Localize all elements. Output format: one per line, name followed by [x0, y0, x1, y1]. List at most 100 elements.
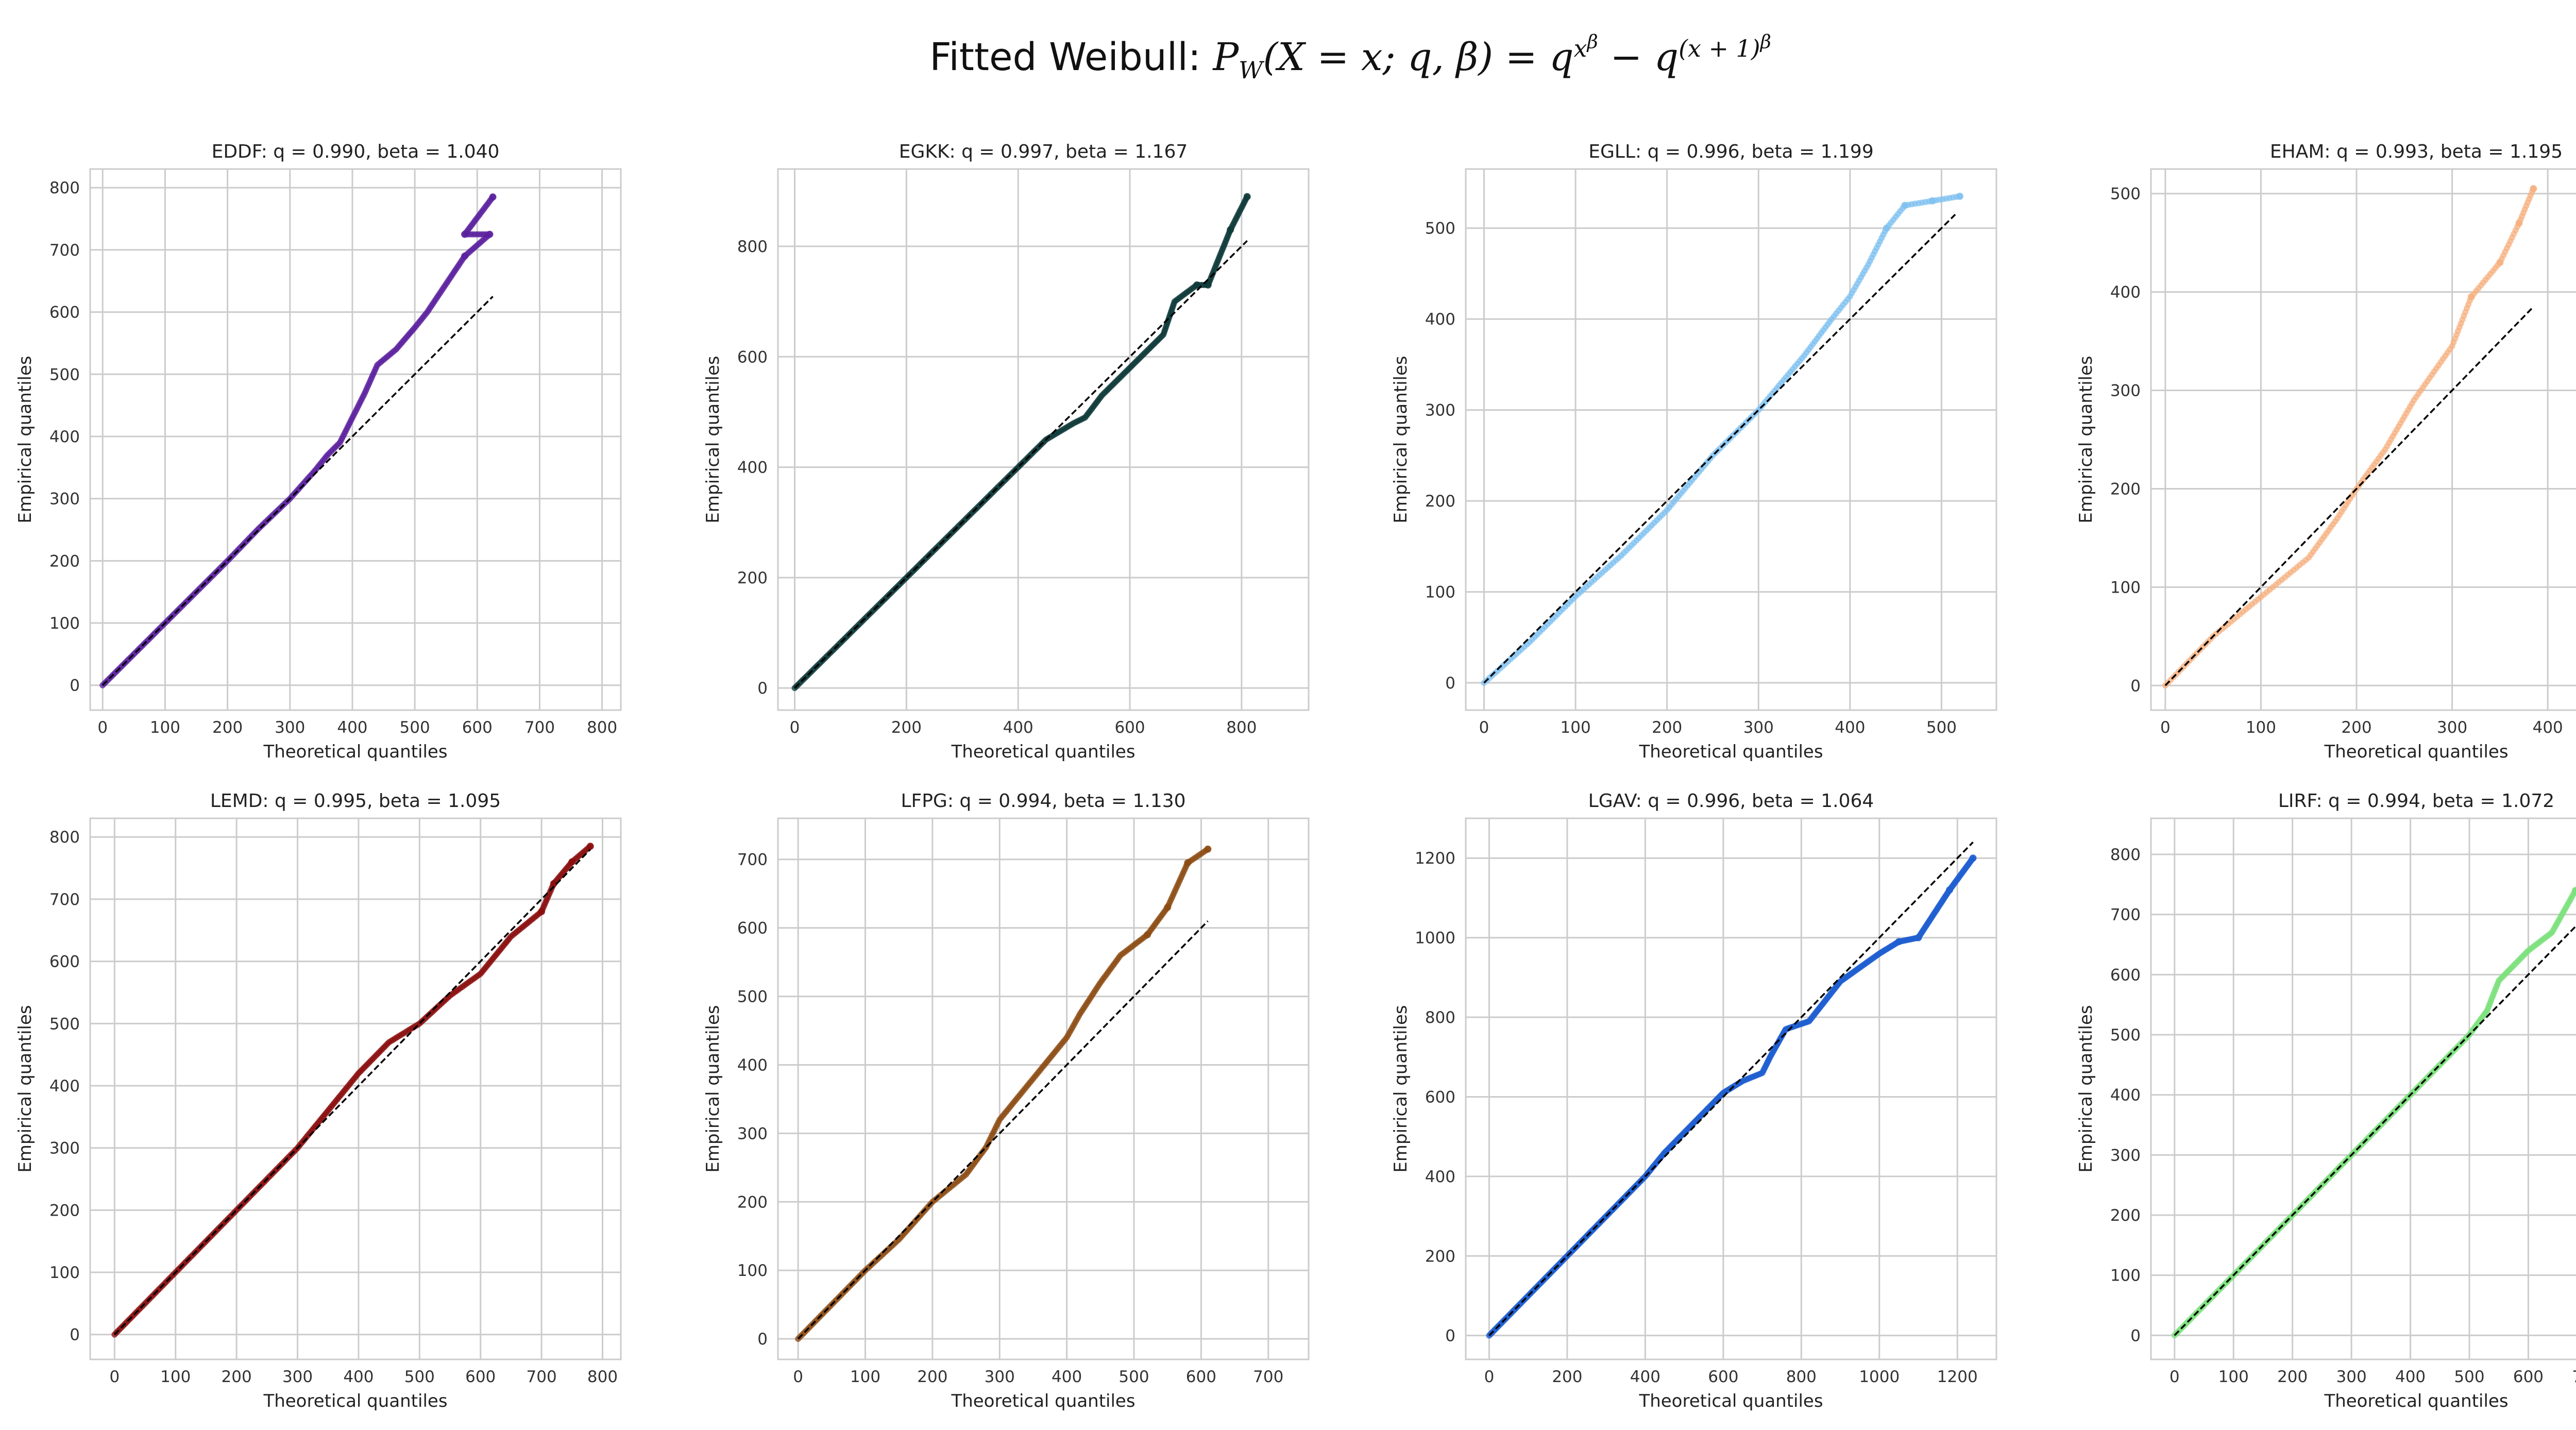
x-tick-label: 0	[1479, 718, 1489, 737]
panel-3: 01002003004005000100200300400500EHAM: q …	[2076, 141, 2576, 762]
data-point	[461, 230, 469, 238]
y-tick-label: 300	[1425, 401, 1455, 420]
x-axis-label: Theoretical quantiles	[1638, 742, 1823, 762]
data-point	[1204, 281, 1212, 289]
panel-6: 0 200 400 600 800 1000 1200 0 200 400 600 800 1000 12…	[1391, 790, 1997, 1411]
y-tick-label: 600	[2110, 966, 2141, 984]
x-tick-label: 700	[527, 1368, 557, 1386]
x-tick-label: 300	[275, 718, 305, 737]
scatter-points	[2171, 887, 2576, 1339]
x-tick-label: 0	[2170, 1368, 2180, 1386]
x-tick-label: 200	[1652, 718, 1682, 737]
y-tick-label: 100	[2110, 578, 2141, 597]
y-tick-label: 100	[737, 1261, 768, 1280]
x-tick-label: 100	[160, 1368, 191, 1386]
y-tick-label: 1000	[1415, 929, 1455, 948]
panel-title: LIRF: q = 0.994, beta = 1.072	[2278, 790, 2554, 812]
x-axis-label: Theoretical quantiles	[2324, 742, 2508, 762]
data-point	[1946, 886, 1954, 894]
y-tick-label: 500	[737, 988, 768, 1006]
data-point	[2515, 220, 2523, 227]
x-tick-label: 800	[587, 1368, 618, 1386]
data-point	[1227, 226, 1234, 233]
panel-title: EGLL: q = 0.996, beta = 1.199	[1588, 141, 1873, 162]
y-tick-label: 100	[49, 1264, 80, 1282]
y-tick-label: 300	[49, 490, 80, 509]
y-tick-label: 800	[1425, 1008, 1455, 1027]
y-axis-label: Empirical quantiles	[2076, 356, 2096, 523]
x-tick-label: 100	[850, 1368, 880, 1386]
x-tick-label: 400	[337, 718, 367, 737]
y-tick-label: 200	[1425, 492, 1455, 511]
y-tick-label: 200	[737, 569, 768, 587]
y-tick-label: 0	[2130, 677, 2141, 695]
x-tick-label: 400	[1003, 718, 1033, 737]
data-point	[1204, 845, 1212, 853]
reference-line	[114, 849, 591, 1335]
y-tick-label: 400	[2110, 1086, 2141, 1105]
panel-title: EGKK: q = 0.997, beta = 1.167	[899, 141, 1188, 162]
x-tick-label: 200	[1552, 1368, 1582, 1386]
y-tick-label: 700	[49, 890, 80, 909]
panel-title: EDDF: q = 0.990, beta = 1.040	[212, 141, 500, 162]
y-tick-label: 700	[49, 241, 80, 260]
plot-frame	[777, 817, 1310, 1360]
x-tick-label: 200	[222, 1368, 252, 1386]
data-point	[1895, 938, 1903, 946]
x-tick-label: 500	[1926, 718, 1957, 737]
y-tick-label: 600	[737, 348, 768, 366]
x-tick-label: 400	[1630, 1368, 1660, 1386]
data-point	[1969, 854, 1977, 862]
x-tick-label: 500	[400, 718, 430, 737]
y-axis-label: Empirical quantiles	[15, 356, 36, 523]
x-tick-label: 1000	[1859, 1368, 1900, 1386]
data-point	[1164, 903, 1172, 911]
y-axis-label: Empirical quantiles	[703, 1005, 723, 1172]
data-point	[489, 193, 497, 201]
x-tick-label: 600	[465, 1368, 496, 1386]
data-point	[2572, 887, 2576, 894]
x-tick-label: 500	[404, 1368, 435, 1386]
panel-5: 0 100 200 300 400 500 600 700 0 100 200 300 400 500 60…	[703, 790, 1310, 1411]
panel-title: LFPG: q = 0.994, beta = 1.130	[901, 790, 1185, 812]
reference-line	[2174, 924, 2576, 1336]
y-tick-label: 400	[737, 459, 768, 477]
x-tick-label: 200	[2341, 718, 2371, 737]
x-axis-label: Theoretical quantiles	[263, 742, 447, 762]
x-tick-label: 400	[2533, 718, 2563, 737]
x-tick-label: 300	[282, 1368, 313, 1386]
reference-line	[2164, 306, 2534, 686]
x-tick-label: 800	[587, 718, 617, 737]
y-tick-label: 600	[49, 304, 80, 322]
x-tick-label: 200	[917, 1368, 947, 1386]
plot-frame	[89, 168, 622, 711]
x-tick-label: 600	[462, 718, 493, 737]
data-point	[1243, 193, 1251, 200]
data-point	[538, 908, 546, 916]
y-tick-label: 0	[2130, 1326, 2141, 1345]
x-axis-label: Theoretical quantiles	[951, 742, 1135, 762]
x-tick-label: 500	[1118, 1368, 1149, 1386]
x-tick-label: 600	[1708, 1368, 1738, 1386]
x-tick-label: 0	[1484, 1368, 1495, 1386]
y-tick-label: 0	[70, 1326, 80, 1344]
data-point	[1901, 201, 1909, 209]
y-tick-label: 600	[737, 919, 768, 938]
y-tick-label: 800	[49, 828, 80, 847]
figure-title-formula: PW(X = x; q, β) = qxβ − q(x + 1)β	[1213, 31, 1771, 84]
data-point	[486, 230, 494, 238]
y-tick-label: 200	[49, 552, 80, 570]
panel-0: 0 100 200 300 400 500 600 700 800 0 100 200 300 400 50…	[15, 141, 622, 762]
scatter-points	[1481, 192, 1963, 686]
plot-frame	[2150, 168, 2576, 711]
data-point	[1144, 931, 1151, 938]
data-point	[1928, 197, 1936, 205]
panel-title: EHAM: q = 0.993, beta = 1.195	[2270, 141, 2563, 162]
data-point	[461, 252, 469, 260]
y-tick-label: 300	[737, 1124, 768, 1143]
y-axis-label: Empirical quantiles	[2076, 1005, 2096, 1172]
panel-2: 0 100 200 300 400 500 0 100 200 300 400 500 EGLL: q …	[1391, 141, 1997, 762]
x-tick-label: 600	[1186, 1368, 1216, 1386]
data-point	[586, 843, 594, 850]
x-tick-label: 100	[2246, 718, 2276, 737]
